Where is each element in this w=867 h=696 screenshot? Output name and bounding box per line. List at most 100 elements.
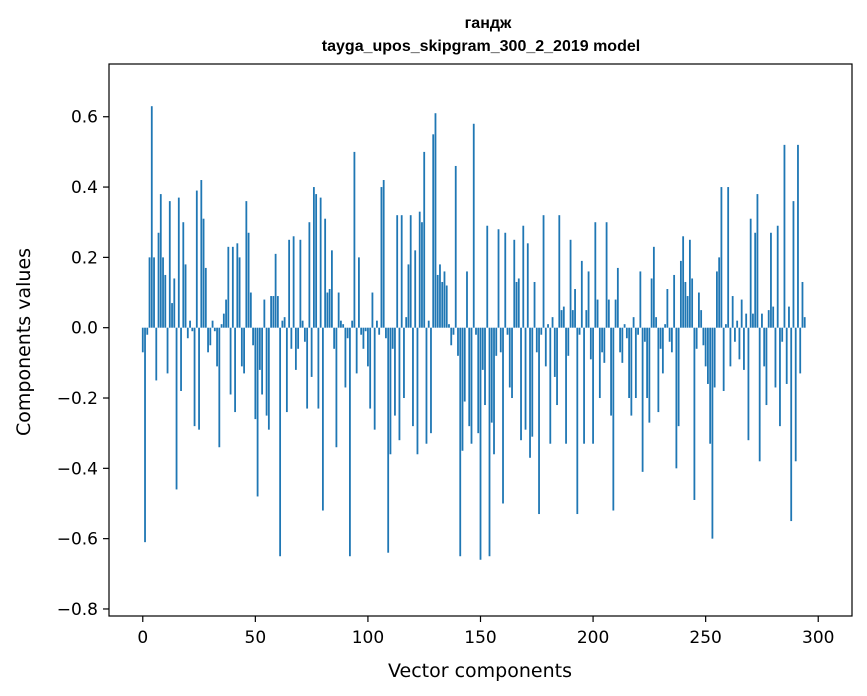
bar [321, 327, 324, 511]
bar [652, 246, 655, 328]
bar [175, 327, 178, 490]
bar [643, 327, 646, 342]
x-tick-label: 250 [689, 628, 721, 648]
bar [200, 180, 203, 328]
bar [229, 327, 232, 395]
bar [801, 281, 804, 328]
x-tick-label: 0 [137, 628, 148, 648]
bar [450, 327, 453, 346]
bar [616, 267, 619, 328]
bar [790, 327, 793, 522]
bar [632, 317, 635, 328]
bar [585, 310, 588, 328]
bar [713, 327, 716, 388]
bar [382, 180, 385, 328]
bar [736, 320, 739, 328]
bar [558, 215, 561, 328]
bar [326, 292, 329, 328]
bar [702, 327, 705, 346]
bar [355, 327, 358, 374]
bar [594, 222, 597, 328]
bar [211, 320, 214, 328]
bar [675, 327, 678, 469]
bar [765, 327, 768, 406]
bar [195, 190, 198, 328]
bar [308, 222, 311, 328]
bar [504, 232, 507, 328]
bar [249, 292, 252, 328]
bar [220, 324, 223, 328]
bar [191, 327, 194, 332]
bar [459, 327, 462, 557]
bar [646, 327, 649, 399]
bar [641, 327, 644, 472]
bar [716, 271, 718, 328]
bar [704, 327, 707, 367]
bar [333, 327, 336, 349]
x-axis-label: Vector components [388, 660, 572, 682]
bar [770, 232, 772, 328]
bar [707, 327, 709, 384]
bar [159, 194, 162, 328]
bar [535, 327, 538, 353]
bar [448, 324, 450, 328]
bar [144, 327, 146, 543]
bar [580, 260, 583, 328]
bar [538, 327, 540, 515]
bar [718, 257, 721, 328]
bar [216, 327, 218, 367]
bar [369, 327, 372, 409]
y-tick-label: −0.8 [57, 600, 98, 620]
bar [513, 239, 516, 328]
bar [168, 201, 171, 328]
bar [328, 289, 331, 328]
y-tick-label: 0.2 [71, 248, 98, 268]
bar [330, 250, 333, 328]
bar [628, 327, 631, 399]
bar [146, 327, 149, 335]
bar [725, 324, 727, 328]
bar [763, 327, 766, 367]
bar [639, 271, 642, 328]
bar [734, 327, 736, 342]
bar [263, 299, 266, 328]
bar [265, 327, 268, 416]
bar [391, 327, 394, 349]
bar [743, 327, 745, 370]
bar [731, 296, 734, 328]
bar [679, 260, 682, 328]
bar [274, 253, 277, 328]
bar [153, 257, 155, 328]
bar [385, 327, 387, 339]
bar [540, 327, 543, 335]
bar [551, 317, 554, 328]
bar [351, 320, 354, 328]
bar [484, 327, 486, 406]
bar [571, 310, 574, 328]
bar [596, 299, 599, 328]
bar [522, 225, 525, 328]
bar [243, 327, 245, 374]
bar [297, 327, 300, 349]
bar [398, 327, 401, 441]
bar [799, 327, 802, 374]
bar [272, 296, 275, 328]
plot-frame [108, 63, 853, 617]
bar [497, 229, 500, 328]
bar [598, 327, 601, 399]
bar [324, 218, 327, 328]
bar [670, 327, 673, 353]
bar [184, 264, 187, 328]
bar [403, 327, 405, 399]
chart-title: гандж [465, 15, 512, 32]
bar [358, 257, 360, 328]
bar [283, 317, 286, 328]
bar [623, 324, 626, 328]
bar [754, 232, 757, 328]
bar [468, 327, 471, 427]
y-tick-label: 0.6 [71, 108, 98, 128]
bar-series [141, 106, 806, 560]
y-tick-label: −0.2 [57, 389, 98, 409]
bar [610, 327, 612, 416]
bar [148, 257, 151, 328]
